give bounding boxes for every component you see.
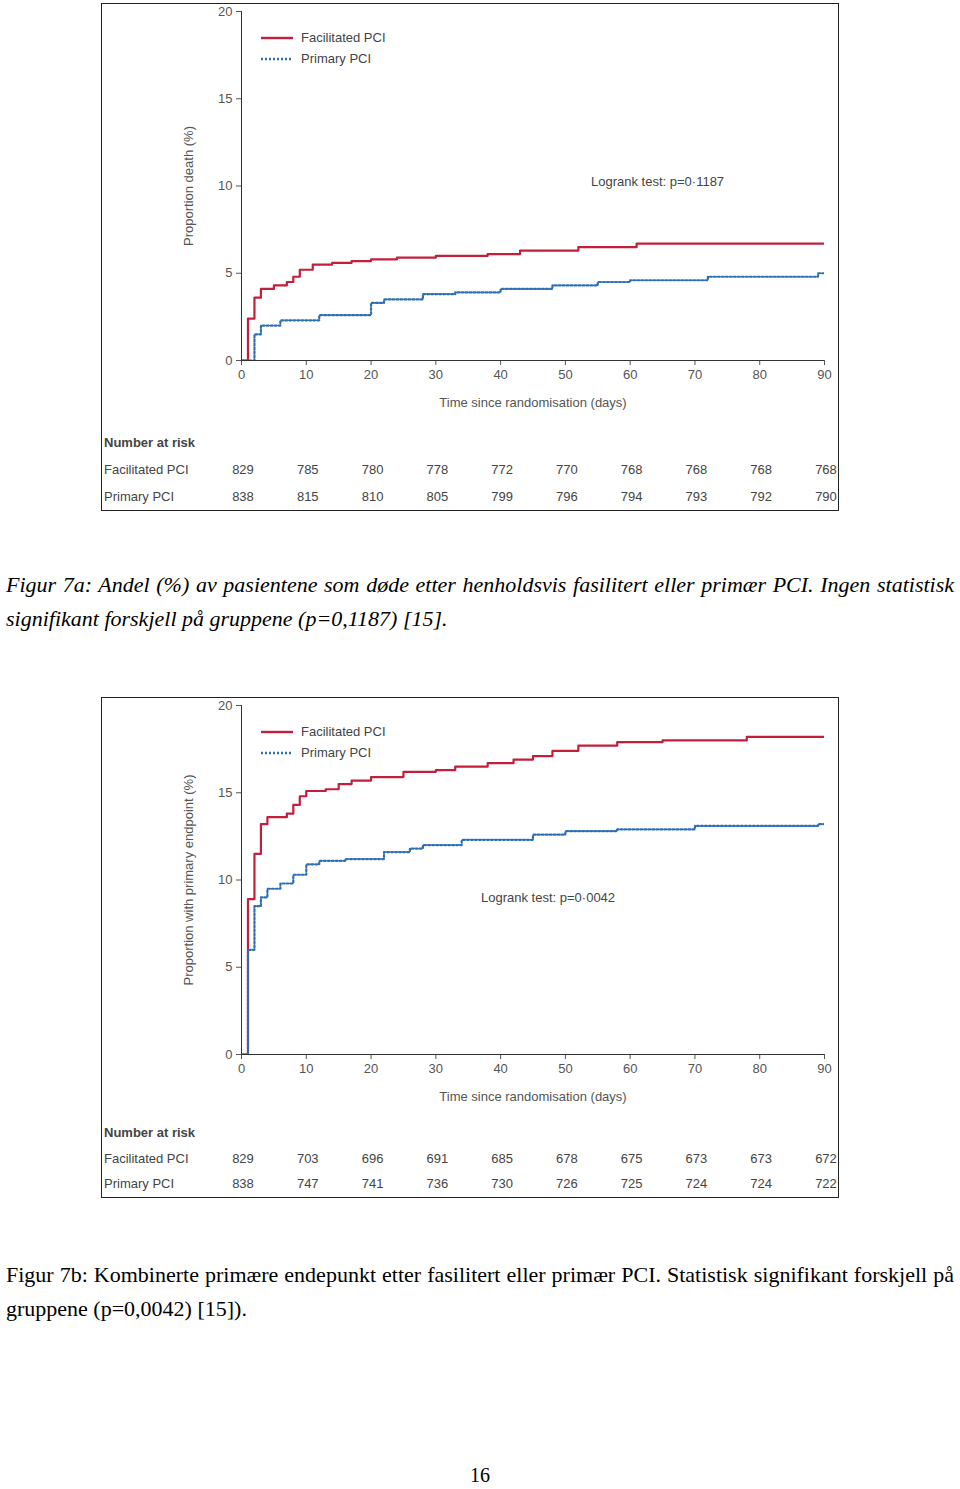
html-text:Facilitated PCI: Facilitated PCI	[104, 1151, 189, 1166]
svg-text:60: 60	[623, 1061, 637, 1076]
html-text:770: 770	[556, 462, 578, 477]
svg-text:Time since randomisation (days: Time since randomisation (days)	[439, 1089, 626, 1104]
html-text:Facilitated PCI: Facilitated PCI	[301, 724, 386, 739]
html-text:793: 793	[685, 489, 708, 504]
svg-text:10: 10	[299, 1061, 313, 1076]
html-text:796: 796	[556, 489, 578, 504]
svg-text:70: 70	[688, 367, 702, 382]
html-text:805: 805	[426, 489, 449, 504]
html-text:Logrank test: p=0·1187: Logrank test: p=0·1187	[591, 174, 725, 189]
html-text:838: 838	[232, 489, 254, 504]
svg-text:20: 20	[364, 367, 378, 382]
html-text:673: 673	[750, 1151, 773, 1166]
svg-text:15: 15	[218, 91, 232, 106]
html-text:792: 792	[750, 489, 773, 504]
svg-text:30: 30	[429, 367, 443, 382]
html-text:Primary PCI: Primary PCI	[301, 745, 372, 760]
svg-text:Proportion with primary endpoi: Proportion with primary endpoint (%)	[181, 775, 196, 986]
html-text:16: 16	[470, 1464, 490, 1486]
svg-text:20: 20	[218, 4, 232, 19]
html-text:Number at risk: Number at risk	[104, 1125, 195, 1140]
html-text:768: 768	[685, 462, 708, 477]
html-text:Primary PCI: Primary PCI	[301, 51, 372, 66]
html-text:Number at risk: Number at risk	[104, 435, 195, 450]
html-text:673: 673	[685, 1151, 708, 1166]
svg-text:30: 30	[429, 1061, 443, 1076]
svg-text:5: 5	[225, 959, 232, 974]
html-text:794: 794	[620, 489, 643, 504]
html-text:724: 724	[685, 1176, 708, 1191]
html-text:780: 780	[361, 462, 384, 477]
html-text:Primary PCI: Primary PCI	[104, 1176, 175, 1191]
svg-text:10: 10	[218, 872, 232, 887]
svg-text:Time since randomisation (days: Time since randomisation (days)	[439, 395, 626, 410]
svg-text:0: 0	[238, 367, 245, 382]
html-text:790: 790	[815, 489, 837, 504]
html-text:724: 724	[750, 1176, 773, 1191]
svg-text:70: 70	[688, 1061, 702, 1076]
html-text:726: 726	[556, 1176, 578, 1191]
html-text:725: 725	[620, 1176, 643, 1191]
html-text:736: 736	[426, 1176, 449, 1191]
html-text:785: 785	[296, 462, 319, 477]
svg-text:80: 80	[752, 1061, 766, 1076]
svg-text:0: 0	[238, 1061, 245, 1076]
svg-text:60: 60	[623, 367, 637, 382]
html-text:815: 815	[296, 489, 319, 504]
html-text:778: 778	[426, 462, 449, 477]
svg-text:80: 80	[752, 367, 766, 382]
html-text:810: 810	[361, 489, 384, 504]
svg-text:20: 20	[364, 1061, 378, 1076]
svg-text:40: 40	[493, 367, 507, 382]
html-text:741: 741	[361, 1176, 384, 1191]
html-text:730: 730	[491, 1176, 513, 1191]
svg-text:0: 0	[225, 353, 232, 368]
svg-text:Proportion death (%): Proportion death (%)	[181, 126, 196, 246]
html-text:Facilitated PCI: Facilitated PCI	[104, 462, 189, 477]
html-text:Figur 7a: Andel (%) av pasient: Figur 7a: Andel (%) av pasientene som dø…	[6, 572, 954, 632]
html-text:829: 829	[232, 1151, 254, 1166]
html-text:838: 838	[232, 1176, 254, 1191]
html-text:Logrank test: p=0·0042: Logrank test: p=0·0042	[481, 890, 616, 905]
html-text:722: 722	[815, 1176, 837, 1191]
html-text:768: 768	[620, 462, 643, 477]
svg-text:90: 90	[817, 1061, 831, 1076]
html-text:703: 703	[296, 1151, 319, 1166]
html-text:696: 696	[361, 1151, 384, 1166]
html-text:672: 672	[815, 1151, 837, 1166]
svg-text:40: 40	[493, 1061, 507, 1076]
html-text:685: 685	[491, 1151, 513, 1166]
svg-text:0: 0	[225, 1047, 232, 1062]
svg-text:10: 10	[299, 367, 313, 382]
svg-text:15: 15	[218, 785, 232, 800]
svg-text:50: 50	[558, 1061, 572, 1076]
html-text:Figur 7b: Kombinerte primære e: Figur 7b: Kombinerte primære endepunkt e…	[6, 1262, 954, 1322]
html-text:675: 675	[620, 1151, 643, 1166]
svg-text:50: 50	[558, 367, 572, 382]
html-text:747: 747	[296, 1176, 319, 1191]
html-text:691: 691	[426, 1151, 449, 1166]
html-text:Primary PCI: Primary PCI	[104, 489, 175, 504]
html-text:768: 768	[750, 462, 773, 477]
svg-text:90: 90	[817, 367, 831, 382]
html-text:678: 678	[556, 1151, 578, 1166]
svg-text:10: 10	[218, 178, 232, 193]
svg-text:20: 20	[218, 698, 232, 713]
html-text:Facilitated PCI: Facilitated PCI	[301, 30, 386, 45]
html-text:772: 772	[491, 462, 513, 477]
html-text:768: 768	[815, 462, 837, 477]
html-text:799: 799	[491, 489, 513, 504]
svg-text:5: 5	[225, 265, 232, 280]
html-text:829: 829	[232, 462, 254, 477]
